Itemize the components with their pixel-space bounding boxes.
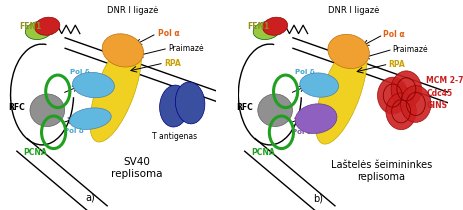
Text: Pol δ: Pol δ	[294, 70, 313, 75]
Ellipse shape	[159, 85, 189, 127]
Text: RPA: RPA	[163, 59, 180, 67]
Text: Pol ε: Pol ε	[291, 129, 310, 135]
Text: PCNA: PCNA	[23, 148, 47, 157]
Ellipse shape	[35, 17, 60, 35]
Ellipse shape	[30, 94, 64, 126]
Text: FEN1: FEN1	[246, 22, 269, 31]
Ellipse shape	[400, 86, 430, 122]
Ellipse shape	[377, 77, 407, 114]
Ellipse shape	[315, 41, 366, 144]
Text: RFC: RFC	[236, 103, 252, 112]
Text: Pol α: Pol α	[382, 30, 404, 39]
Ellipse shape	[90, 39, 141, 142]
Ellipse shape	[327, 34, 369, 68]
Ellipse shape	[299, 73, 338, 97]
Text: a): a)	[85, 192, 95, 202]
Text: Laštelės šeimininkes
replisoma: Laštelės šeimininkes replisoma	[330, 160, 431, 182]
Text: FEN1: FEN1	[19, 22, 41, 31]
Ellipse shape	[72, 72, 114, 98]
Ellipse shape	[102, 34, 144, 67]
Ellipse shape	[175, 82, 205, 124]
Text: Praimazė: Praimazė	[392, 45, 427, 54]
Text: PCNA: PCNA	[250, 148, 274, 157]
Text: T antigenas: T antigenas	[151, 132, 196, 141]
Text: DNR I ligazė: DNR I ligazė	[327, 6, 379, 15]
Text: DNR I ligazė: DNR I ligazė	[106, 6, 158, 15]
Ellipse shape	[385, 93, 415, 130]
Text: Pol δ: Pol δ	[70, 70, 89, 75]
Ellipse shape	[257, 94, 292, 126]
Ellipse shape	[253, 21, 280, 39]
Text: Pol α: Pol α	[157, 29, 179, 38]
Text: RPA: RPA	[388, 60, 404, 68]
Text: b): b)	[313, 193, 322, 203]
Ellipse shape	[390, 71, 421, 108]
Text: Pol δ: Pol δ	[63, 128, 83, 134]
Ellipse shape	[262, 17, 287, 35]
Text: RFC: RFC	[8, 103, 25, 112]
Ellipse shape	[294, 104, 336, 134]
Ellipse shape	[25, 21, 52, 39]
Ellipse shape	[69, 108, 111, 129]
Text: SV40
replisoma: SV40 replisoma	[111, 157, 162, 179]
Text: MCM 2-7
Cdc45
GINS: MCM 2-7 Cdc45 GINS	[425, 76, 463, 110]
Text: Praimazė: Praimazė	[168, 44, 203, 53]
